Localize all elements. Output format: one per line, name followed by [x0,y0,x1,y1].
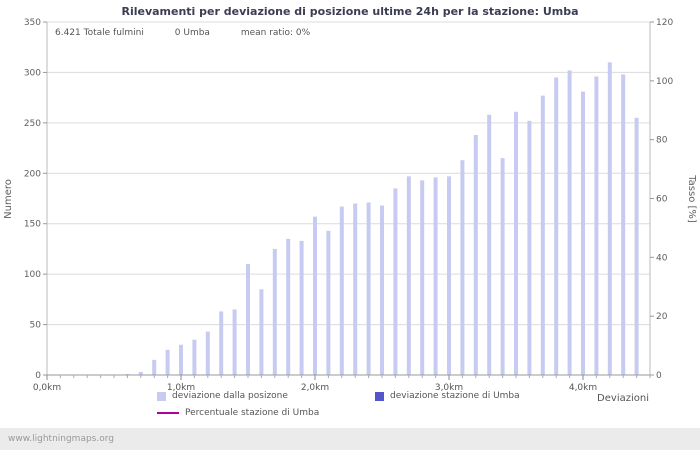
y-tick-label-right: 0 [656,371,662,381]
bar [192,339,197,375]
x-tick-label: 1,0km [167,383,195,393]
legend-label-percent: Percentuale stazione di Umba [185,408,320,418]
y-tick-label-left: 300 [24,68,41,78]
legend-swatch-line-icon [157,412,179,414]
right-axis-title: Tasso [%] [686,174,697,223]
legend-item-percent: Percentuale stazione di Umba [157,408,375,418]
site-name-text: www.lightningmaps.org [8,434,114,444]
y-tick-label-left: 100 [24,270,41,280]
bar [393,188,398,375]
bar [473,134,478,375]
y-tick-label-right: 120 [656,18,673,28]
bar [500,158,505,375]
y-tick-label-left: 250 [24,119,41,129]
bar [406,176,411,375]
y-tick-label-right: 40 [656,253,668,263]
y-tick-label-right: 20 [656,312,668,322]
footer-bar: www.lightningmaps.org [0,428,700,450]
chart-title: Rilevamenti per deviazione di posizione … [121,5,579,18]
y-tick-label-right: 80 [656,136,668,146]
y-tick-label-right: 100 [656,77,673,87]
y-tick-label-right: 60 [656,195,668,205]
y-tick-label-left: 0 [35,371,41,381]
total-strikes-text: 6.421 Totale fulmini [55,28,144,38]
bar [634,117,639,376]
legend-swatch-dark-icon [375,391,384,401]
bar [152,359,157,375]
bar [554,77,559,375]
bar [272,248,277,375]
bar [514,111,518,376]
bar [540,95,545,375]
bar [366,202,371,375]
mean-ratio-text: mean ratio: 0% [240,28,311,38]
bar [447,176,451,375]
bar [326,230,331,375]
bar [353,203,358,375]
legend-item-deviation: deviazione dalla posizone [157,391,375,401]
bar [125,373,130,375]
bar [420,180,425,375]
bar [179,344,183,375]
bar [487,114,492,375]
bar [380,205,384,375]
bar [165,349,170,375]
y-tick-label-left: 350 [24,18,41,28]
bar [205,331,210,375]
bar [527,120,532,375]
x-tick-label: 3,0km [435,383,463,393]
bar [339,206,344,375]
left-axis-title: Numero [3,179,14,219]
bar [246,264,250,375]
bar [433,177,438,375]
x-tick-label: 4,0km [569,383,597,393]
bar [286,238,291,375]
bar [299,240,304,375]
y-tick-label-left: 200 [24,169,41,179]
legend: deviazione dalla posizone deviazione sta… [157,391,520,418]
bar [232,309,237,375]
bar [460,160,465,375]
stats-line: 6.421 Totale fulmini 0 Umba mean ratio: … [55,28,338,38]
x-axis-title: Deviazioni [597,393,649,404]
bar [594,76,599,375]
bar [567,70,572,375]
bar [581,91,585,375]
bar [621,74,626,376]
legend-label-deviation: deviazione dalla posizone [172,391,288,401]
bar [607,62,612,375]
station-count-text: 0 Umba [174,28,210,38]
legend-swatch-light-icon [157,391,166,401]
bar [219,311,224,375]
x-tick-label: 0,0km [33,383,61,393]
bar [138,371,143,375]
legend-label-station: deviazione stazione di Umba [390,391,520,401]
bar [313,216,317,375]
bar [259,289,264,375]
x-tick-label: 2,0km [301,383,329,393]
y-tick-label-left: 150 [24,220,41,230]
y-tick-label-left: 50 [30,321,42,331]
legend-item-station: deviazione stazione di Umba [375,391,520,401]
